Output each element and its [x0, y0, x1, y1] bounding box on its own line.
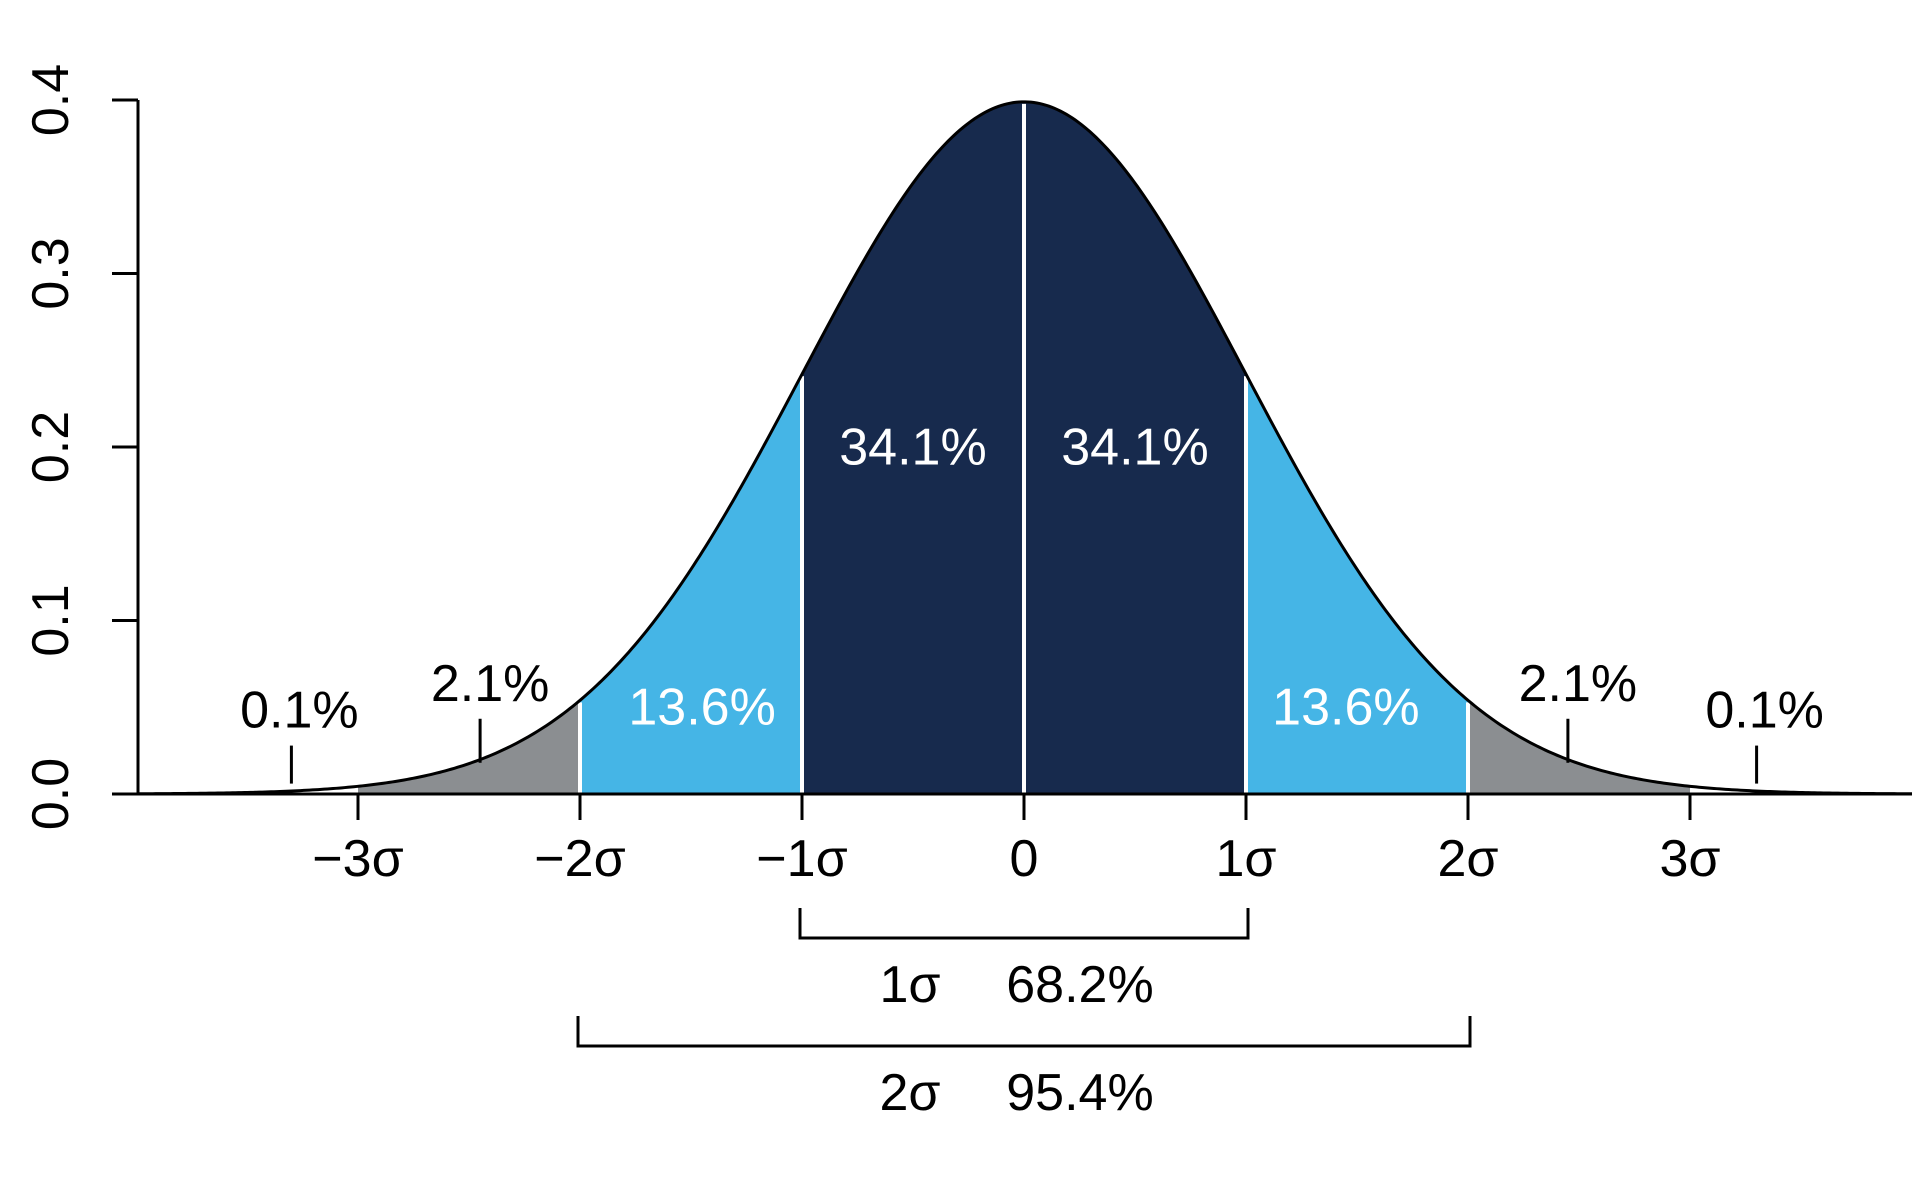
- region-percent-labels: 2.1% 13.6% 34.1% 34.1% 13.6% 2.1% 0.1% 0.1%: [240, 418, 1824, 784]
- x-tick-label: 0: [1010, 830, 1039, 888]
- region-percent-label: 34.1%: [839, 418, 986, 476]
- density-curve: [137, 100, 1913, 796]
- region-1: [358, 700, 580, 794]
- region-percent-label: 13.6%: [1272, 679, 1419, 737]
- bracket-sigma-label: 2σ: [879, 1064, 940, 1122]
- y-ticks: 0.0 0.1 0.2 0.3 0.4: [22, 64, 138, 830]
- x-tick-label: −3σ: [312, 830, 403, 888]
- x-tick-label: 2σ: [1437, 830, 1498, 888]
- region-4: [1024, 101, 1246, 795]
- bracket-2: [576, 1016, 1472, 1048]
- x-ticks: −3σ −2σ −1σ 0 1σ 2σ 3σ: [312, 794, 1721, 888]
- x-tick-label: 1σ: [1215, 830, 1276, 888]
- bracket-percent-label: 68.2%: [1006, 956, 1153, 1014]
- region-6: [1468, 700, 1690, 794]
- y-tick-label: 0.1: [22, 584, 80, 656]
- region-3: [802, 101, 1024, 795]
- region-percent-label: 13.6%: [628, 679, 775, 737]
- y-tick-label: 0.3: [22, 237, 80, 309]
- sigma-brackets: 1σ 68.2% 2σ 95.4%: [576, 908, 1472, 1122]
- y-tick-label: 0.2: [22, 411, 80, 483]
- y-tick-label: 0.0: [22, 758, 80, 830]
- tail-percent-label: 0.1%: [1705, 682, 1824, 740]
- y-tick-label: 0.4: [22, 64, 80, 136]
- tail-percent-label: 0.1%: [240, 682, 359, 740]
- x-tick-label: 3σ: [1659, 830, 1720, 888]
- region-percent-label: 2.1%: [431, 655, 550, 713]
- region-percent-label: 34.1%: [1061, 418, 1208, 476]
- region-dividers: [578, 103, 1470, 794]
- bracket-sigma-label: 1σ: [879, 956, 940, 1014]
- x-tick-label: −2σ: [534, 830, 625, 888]
- x-tick-label: −1σ: [756, 830, 847, 888]
- bracket-percent-label: 95.4%: [1006, 1064, 1153, 1122]
- region-percent-label: 2.1%: [1519, 655, 1638, 713]
- bracket-1: [798, 908, 1250, 940]
